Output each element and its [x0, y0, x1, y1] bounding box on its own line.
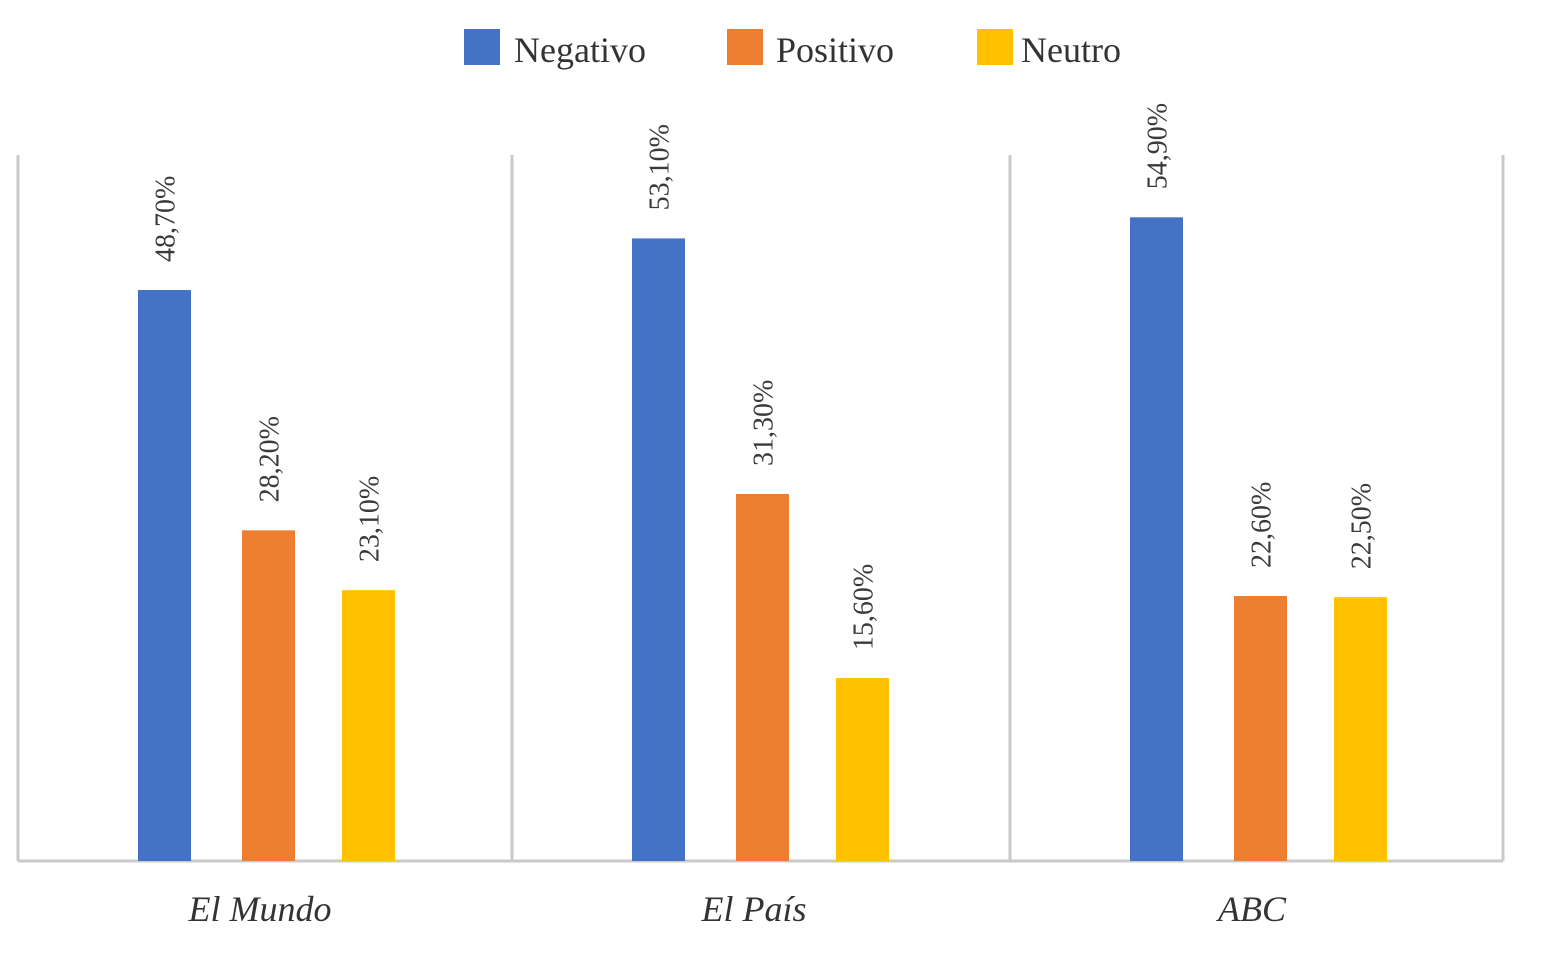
- data-label-negativo-1: 53,10%: [645, 124, 676, 210]
- bar-neutro-1: [836, 678, 889, 861]
- bar-positivo-2: [1234, 596, 1287, 861]
- data-label-positivo-0: 28,20%: [255, 416, 286, 502]
- bar-neutro-0: [342, 590, 395, 861]
- data-label-positivo-1: 31,30%: [749, 380, 780, 466]
- bars: [138, 217, 1387, 862]
- legend-swatch-neutro: [977, 29, 1013, 65]
- data-label-neutro-1: 15,60%: [849, 564, 880, 650]
- category-label-0: El Mundo: [188, 889, 332, 929]
- legend-label-positivo: Positivo: [776, 30, 894, 70]
- legend-label-neutro: Neutro: [1021, 30, 1121, 70]
- category-label-2: ABC: [1216, 889, 1287, 929]
- value-labels: 48,70% 28,20% 23,10% 53,10% 31,30% 15,60% 54,9…: [151, 103, 1378, 650]
- category-label-1: El País: [701, 889, 807, 929]
- legend-swatch-positivo: [727, 29, 763, 65]
- bar-negativo-2: [1130, 217, 1183, 861]
- bar-positivo-1: [736, 494, 789, 861]
- data-label-positivo-2: 22,60%: [1247, 482, 1278, 568]
- bar-positivo-0: [242, 530, 295, 861]
- legend: Negativo Positivo Neutro: [464, 29, 1121, 70]
- bar-negativo-0: [138, 290, 191, 861]
- data-label-negativo-0: 48,70%: [151, 176, 182, 262]
- bar-neutro-2: [1334, 597, 1387, 861]
- bar-negativo-1: [632, 238, 685, 862]
- data-label-negativo-2: 54,90%: [1143, 103, 1174, 189]
- data-label-neutro-0: 23,10%: [355, 476, 386, 562]
- category-labels: El Mundo El País ABC: [188, 889, 1287, 929]
- legend-swatch-negativo: [464, 29, 500, 65]
- data-label-neutro-2: 22,50%: [1347, 483, 1378, 569]
- legend-label-negativo: Negativo: [514, 30, 646, 70]
